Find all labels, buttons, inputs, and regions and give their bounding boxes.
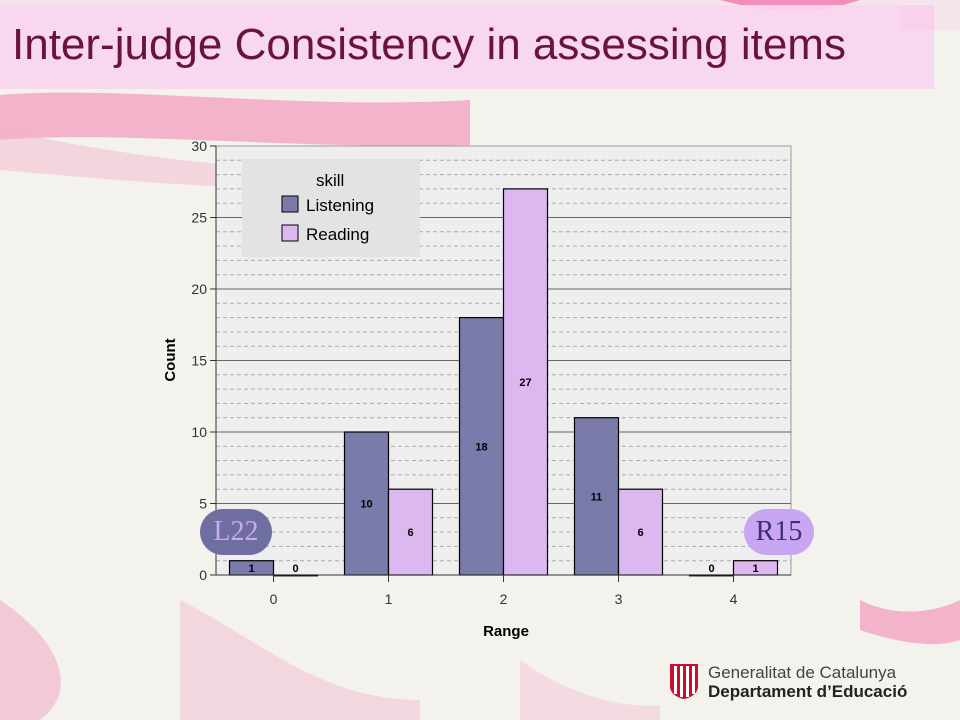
- x-tick-label: 0: [270, 591, 278, 607]
- y-tick-label: 0: [199, 567, 207, 583]
- bar-listening-3: [573, 417, 620, 576]
- legend-label-reading: Reading: [306, 225, 369, 244]
- x-tick-label: 1: [385, 591, 393, 607]
- y-tick-label: 20: [191, 281, 207, 297]
- legend-label-listening: Listening: [306, 196, 374, 215]
- legend-swatch-reading: [281, 224, 299, 242]
- data-label-reading-2: 27: [519, 377, 531, 389]
- legend-title: skill: [316, 171, 344, 190]
- generalitat-emblem-icon: [670, 664, 698, 699]
- bar-listening-1: [343, 431, 390, 576]
- legend: skill Listening Reading: [242, 159, 420, 257]
- data-label-listening-1: 10: [360, 499, 372, 511]
- data-label-listening-4: 0: [708, 563, 714, 575]
- y-tick-label: 25: [191, 210, 207, 226]
- y-tick-label: 15: [191, 353, 207, 369]
- legend-box: [242, 159, 420, 257]
- x-tick-label: 2: [500, 591, 508, 607]
- title-band: [0, 5, 934, 89]
- data-label-reading-4: 1: [752, 563, 758, 575]
- bar-reading-1: [387, 488, 434, 576]
- y-axis: 0 5 10 15 20 25 30: [191, 138, 217, 583]
- data-label-listening-3: 11: [591, 491, 603, 503]
- data-label-listening-0: 1: [248, 563, 254, 575]
- data-label-reading-3: 6: [637, 527, 643, 539]
- callout-l22: L22: [200, 509, 272, 555]
- data-label-listening-2: 18: [475, 441, 487, 453]
- generalitat-logo: Generalitat de Catalunya Departament d’E…: [668, 660, 918, 702]
- x-axis-label: Range: [483, 623, 529, 640]
- y-axis-label: Count: [162, 338, 179, 381]
- slide-title: Inter-judge Consistency in assessing ite…: [12, 20, 846, 69]
- data-label-reading-1: 6: [407, 527, 413, 539]
- bar-reading-2: [502, 188, 549, 576]
- data-label-reading-0: 0: [292, 563, 298, 575]
- y-tick-label: 30: [191, 138, 207, 154]
- logo-text-line1: Generalitat de Catalunya: [708, 663, 897, 682]
- callout-r15: R15: [744, 509, 814, 555]
- bar-reading-3: [617, 488, 664, 576]
- y-tick-label: 5: [199, 496, 207, 512]
- y-tick-label: 10: [191, 424, 207, 440]
- x-tick-label: 4: [730, 591, 738, 607]
- legend-swatch-listening: [281, 195, 299, 213]
- x-axis: 0 1 2 3 4: [216, 574, 791, 607]
- bar-listening-2: [458, 317, 505, 576]
- x-tick-label: 3: [615, 591, 623, 607]
- logo-text-line2: Departament d’Educació: [708, 682, 908, 701]
